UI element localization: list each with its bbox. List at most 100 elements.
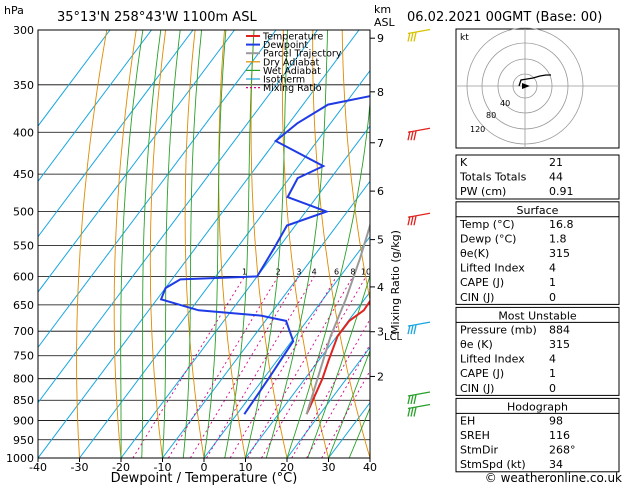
surface-row-label: Temp (°C) [459, 218, 515, 231]
legend-entry: Isotherm [263, 75, 305, 86]
wind-barb-feather [413, 324, 417, 335]
pressure-tick-label: 900 [13, 415, 34, 428]
asl-unit: ASL [374, 16, 396, 29]
x-axis-label: Dewpoint / Temperature (°C) [111, 471, 298, 486]
mixing-ratio-axis-label: Mixing Ratio (g/kg) [389, 230, 402, 334]
wind-barb [407, 127, 431, 133]
wet-adiabat [286, 99, 370, 458]
surface-title: Surface [517, 204, 559, 217]
hodo-row-label: StmSpd (kt) [460, 458, 526, 471]
wind-barb-feather [407, 324, 411, 335]
x-tick-label: 40 [363, 461, 377, 474]
wet-adiabat [348, 406, 370, 458]
isotherm-line [286, 346, 370, 458]
wind-barb-feather [407, 131, 411, 141]
pressure-tick-label: 350 [13, 79, 34, 92]
mixing-ratio-line [306, 343, 370, 458]
pressure-tick-label: 850 [13, 394, 34, 407]
wind-barb-feather [407, 407, 411, 417]
unstable-row-label: CIN (J) [460, 382, 494, 395]
km-tick-label: 9 [377, 32, 384, 45]
table-block [455, 201, 620, 305]
dry-adiabat [218, 30, 246, 458]
wet-adiabat [265, 30, 329, 458]
hodograph-ring-label: 120 [470, 125, 485, 134]
surface-row-value: 1.8 [549, 232, 567, 245]
surface-row-value: 0 [549, 291, 556, 304]
legend-entry: Parcel Trajectory [263, 49, 342, 60]
dry-adiabat [312, 30, 370, 458]
wind-barb-feather [413, 394, 417, 405]
top-label: PW (cm) [460, 185, 506, 198]
mixing-ratio-label: 2 [276, 267, 281, 276]
series-dewpoint [159, 95, 370, 415]
dry-adiabat [184, 30, 205, 458]
pressure-tick-label: 750 [13, 350, 34, 363]
unstable-row-value: 884 [549, 323, 570, 336]
mixing-ratio-label: 20 [403, 267, 413, 276]
hodograph-trace [518, 74, 551, 87]
dry-adiabat [76, 30, 108, 458]
wet-adiabat [182, 30, 203, 458]
legend-entry: Dewpoint [263, 40, 308, 51]
wind-barb [407, 28, 431, 35]
km-tick-label: 3 [377, 326, 384, 339]
mixing-ratio-line [261, 276, 367, 458]
legend-entry: Mixing Ratio [263, 83, 322, 94]
pressure-tick-label: 700 [13, 325, 34, 338]
mixing-ratio-line [321, 369, 370, 458]
unstable-title: Most Unstable [498, 309, 577, 322]
isotherm-line [38, 30, 318, 404]
mixing-ratio-label: 4 [312, 267, 317, 276]
hodo-row-label: SREH [460, 429, 490, 442]
pressure-tick-label: 950 [13, 434, 34, 447]
hpa-unit: hPa [4, 4, 24, 17]
dry-adiabat [149, 30, 167, 458]
surface-row-value: 16.8 [549, 218, 574, 231]
wind-barb [407, 391, 431, 397]
km-tick-label: 2 [377, 370, 384, 383]
wet-adiabat [141, 30, 162, 458]
hodo-row-value: 98 [549, 414, 563, 427]
x-tick-label: 10 [239, 461, 253, 474]
surface-row-label: CIN (J) [460, 291, 494, 304]
series-temperature [305, 299, 370, 415]
isotherm-line [38, 30, 235, 293]
km-tick-label: 6 [377, 185, 384, 198]
km-tick-label: 4 [377, 281, 384, 294]
wind-barb [407, 212, 431, 218]
km-tick-label: 7 [377, 137, 384, 150]
lcl-label: LCL [384, 332, 403, 343]
unstable-row-value: 0 [549, 382, 556, 395]
wind-barb-feather [413, 131, 417, 141]
km-unit: km [374, 3, 391, 16]
x-tick-label: 20 [280, 461, 294, 474]
pressure-tick-label: 300 [13, 24, 34, 37]
isotherm-line [38, 30, 152, 183]
pressure-tick-label: 650 [13, 299, 34, 312]
x-tick-label: -30 [71, 461, 89, 474]
wet-adiabat [307, 274, 370, 458]
wind-barb-feather [407, 32, 411, 42]
wet-adiabat [162, 30, 181, 458]
wind-barb-feather [410, 32, 414, 42]
surface-row-value: 1 [549, 276, 556, 289]
mixing-ratio-label: 25 [418, 267, 428, 276]
surface-row-value: 4 [549, 262, 556, 275]
mixing-ratio-label: 3 [296, 267, 301, 276]
table-block [455, 306, 620, 396]
isotherm-line [38, 30, 360, 458]
wind-barb-feather [413, 32, 417, 42]
surface-row-label: Dewp (°C) [460, 232, 516, 245]
hodo-row-value: 116 [549, 429, 570, 442]
wind-barb-feather [410, 324, 414, 335]
pressure-tick-label: 1000 [6, 452, 34, 465]
unstable-row-value: 4 [549, 353, 556, 366]
mixing-ratio-label: 6 [334, 267, 339, 276]
dry-adiabat [250, 30, 288, 458]
pressure-tick-label: 550 [13, 239, 34, 252]
dry-adiabat [113, 30, 137, 458]
hodo-row-label: StmDir [460, 444, 499, 457]
wind-barb-feather [410, 216, 414, 226]
